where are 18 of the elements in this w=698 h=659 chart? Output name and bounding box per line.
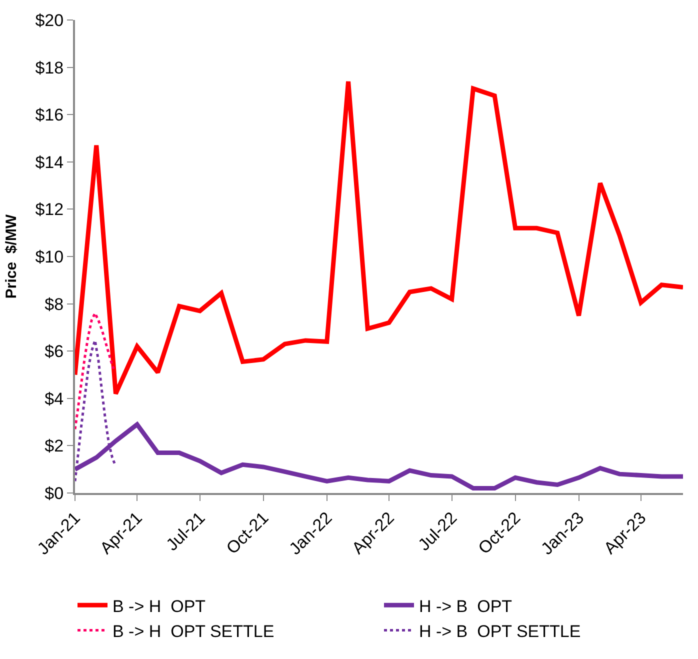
y-tick-label: $2	[44, 436, 64, 456]
y-tick-label: $12	[35, 200, 64, 220]
line-series	[75, 312, 115, 430]
legend-label: H -> B OPT	[419, 596, 512, 616]
y-tick-label: $6	[44, 342, 64, 362]
legend-label: B -> H OPT SETTLE	[112, 622, 274, 641]
y-tick-label: $0	[44, 484, 64, 503]
y-tick-label: $18	[35, 58, 64, 78]
line-series	[75, 79, 683, 396]
y-tick-label: $8	[44, 294, 64, 314]
y-tick-label: $10	[35, 247, 64, 266]
legend-label: H -> B OPT SETTLE	[419, 622, 581, 641]
y-tick-label: $20	[35, 10, 64, 30]
y-tick-label: $16	[35, 106, 64, 125]
y-axis-title: Price $/MW	[2, 214, 20, 299]
y-tick-label: $14	[35, 152, 64, 172]
legend-label: B -> H OPT	[112, 596, 206, 616]
y-tick-label: $4	[44, 389, 64, 408]
